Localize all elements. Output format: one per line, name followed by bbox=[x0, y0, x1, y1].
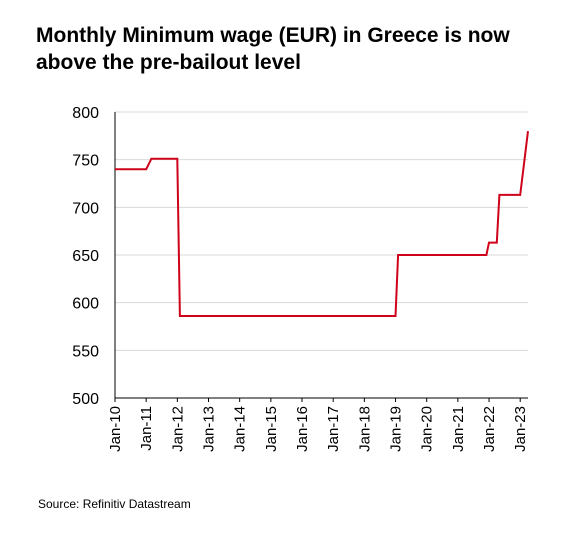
x-tick-label-Jan-11: Jan-11 bbox=[138, 406, 155, 451]
y-tick-label-600: 600 bbox=[72, 296, 99, 313]
chart-title-line-2: above the pre-bailout level bbox=[36, 51, 301, 74]
x-tick-label-Jan-10: Jan-10 bbox=[107, 406, 124, 452]
source-note: Source: Refinitiv Datastream bbox=[38, 497, 191, 511]
x-tick-label-Jan-22: Jan-22 bbox=[481, 406, 498, 452]
y-tick-label-650: 650 bbox=[72, 248, 99, 265]
x-tick-label-Jan-18: Jan-18 bbox=[356, 406, 373, 452]
x-tick-label-Jan-17: Jan-17 bbox=[325, 406, 342, 452]
y-tick-label-700: 700 bbox=[72, 200, 99, 217]
chart-title-line-1: Monthly Minimum wage (EUR) in Greece is … bbox=[36, 24, 510, 47]
series-line-0 bbox=[115, 130, 529, 317]
y-axis-ticks: 500 550 600 650 700 750 800 bbox=[72, 105, 99, 408]
x-tick-label-Jan-12: Jan-12 bbox=[169, 406, 186, 452]
x-tick-label-Jan-13: Jan-13 bbox=[201, 406, 218, 452]
x-tick-label-Jan-15: Jan-15 bbox=[263, 406, 280, 452]
x-tick-label-Jan-20: Jan-20 bbox=[419, 406, 436, 452]
x-tick-label-Jan-16: Jan-16 bbox=[294, 406, 311, 452]
series-group bbox=[115, 130, 529, 317]
x-axis-ticks: Jan-10 Jan-11 Jan-12 Jan-13 Jan-14 Jan-15 Jan-… bbox=[107, 398, 529, 452]
chart-title: Monthly Minimum wage (EUR) in Greece is … bbox=[36, 22, 576, 76]
x-tick-label-Jan-21: Jan-21 bbox=[450, 406, 467, 452]
x-tick-label-Jan-19: Jan-19 bbox=[388, 406, 405, 452]
y-tick-label-750: 750 bbox=[72, 153, 99, 170]
y-tick-label-500: 500 bbox=[72, 391, 99, 408]
x-tick-label-Jan-14: Jan-14 bbox=[232, 406, 249, 452]
x-tick-label-Jan-23: Jan-23 bbox=[512, 406, 529, 452]
y-tick-label-800: 800 bbox=[72, 105, 99, 122]
axes bbox=[114, 112, 528, 399]
y-tick-label-550: 550 bbox=[72, 343, 99, 360]
gridlines bbox=[115, 111, 528, 351]
